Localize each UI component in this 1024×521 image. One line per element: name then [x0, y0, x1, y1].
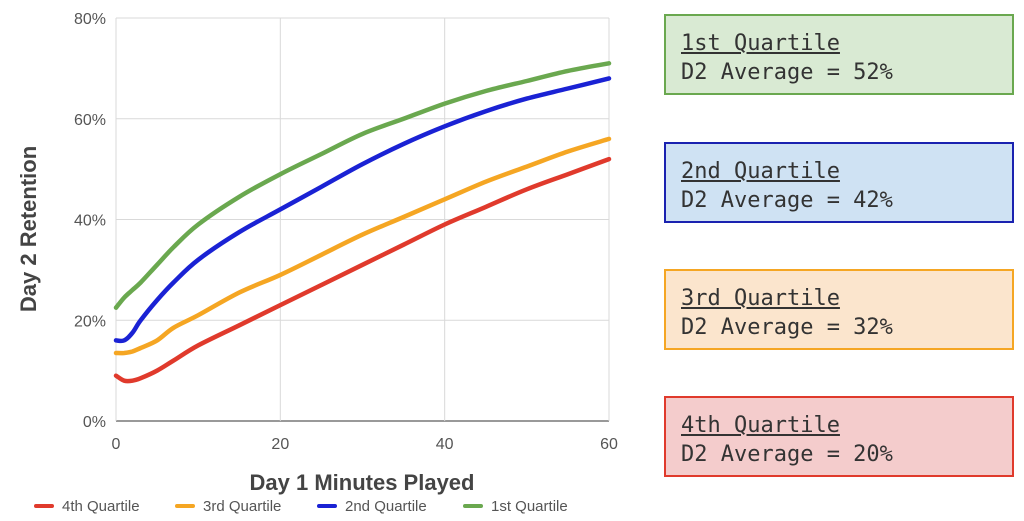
quartile-box-title: 2nd Quartile	[681, 159, 840, 184]
series-line-1st-quartile	[113, 61, 612, 310]
legend-label: 2nd Quartile	[345, 498, 427, 515]
x-tick-label: 0	[112, 436, 121, 453]
x-axis-title: Day 1 Minutes Played	[250, 470, 475, 495]
y-tick-label: 0%	[83, 414, 106, 431]
quartile-box-average: D2 Average = 32%	[681, 315, 893, 340]
quartile-box-1st: 1st Quartile D2 Average = 52%	[664, 14, 1014, 95]
quartile-box-2nd: 2nd Quartile D2 Average = 42%	[664, 142, 1014, 223]
quartile-box-average: D2 Average = 52%	[681, 60, 893, 85]
series-line-2nd-quartile	[113, 76, 612, 344]
chart-legend: 4th Quartile 3rd Quartile 2nd Quartile 1st …	[34, 498, 568, 515]
x-tick-label: 20	[271, 436, 289, 453]
grid-layer	[115, 17, 610, 422]
x-tick-label: 40	[436, 436, 454, 453]
quartile-box-average: D2 Average = 42%	[681, 188, 893, 213]
series-lines	[113, 61, 612, 384]
quartile-box-average: D2 Average = 20%	[681, 442, 893, 467]
quartile-box-4th: 4th Quartile D2 Average = 20%	[664, 396, 1014, 477]
quartile-box-title: 1st Quartile	[681, 31, 840, 56]
y-tick-label: 20%	[74, 313, 106, 330]
quartile-box-title: 3rd Quartile	[681, 286, 840, 311]
tick-labels: 0% 20% 40% 60% 80% 0 20 40 60	[74, 11, 618, 453]
legend-label: 1st Quartile	[491, 498, 568, 515]
y-tick-label: 40%	[74, 213, 106, 230]
series-line-3rd-quartile	[113, 136, 612, 356]
legend-label: 3rd Quartile	[203, 498, 281, 515]
x-tick-label: 60	[600, 436, 618, 453]
quartile-box-title: 4th Quartile	[681, 413, 840, 438]
y-tick-label: 60%	[74, 112, 106, 129]
y-axis-title: Day 2 Retention	[16, 146, 41, 312]
legend-label: 4th Quartile	[62, 498, 140, 515]
retention-chart: 0% 20% 40% 60% 80% 0 20 40 60 Day 1 Minutes Play…	[16, 11, 618, 515]
y-tick-label: 80%	[74, 11, 106, 28]
series-line-4th-quartile	[113, 156, 612, 384]
quartile-box-3rd: 3rd Quartile D2 Average = 32%	[664, 269, 1014, 350]
